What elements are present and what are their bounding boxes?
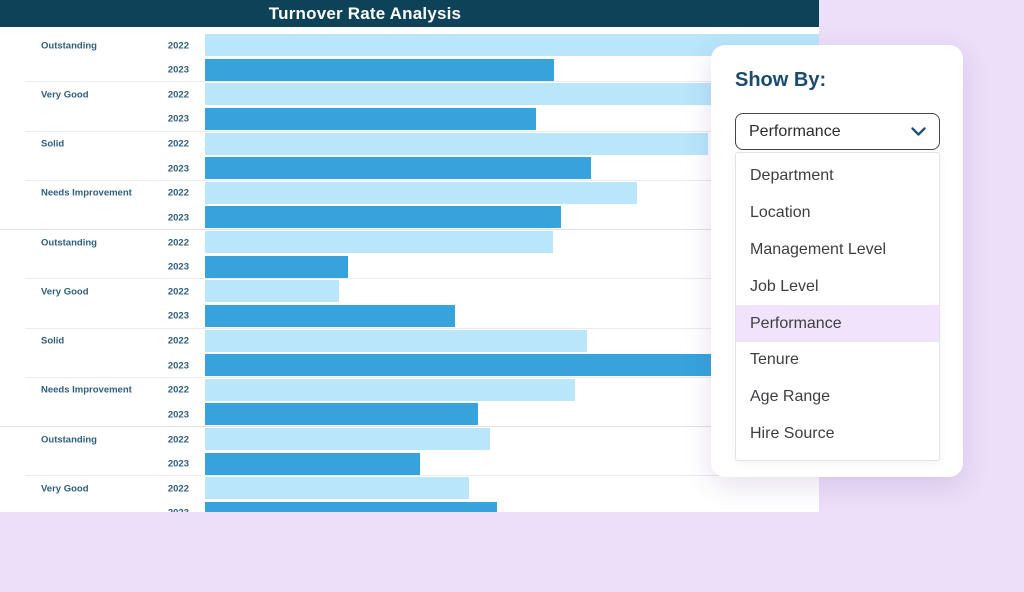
option-performance[interactable]: Performance — [736, 305, 939, 342]
year-label: 2023 — [138, 508, 189, 512]
performance-label: Very Good — [41, 483, 89, 495]
show-by-label: Show By: — [735, 69, 827, 91]
bar-2023[interactable] — [205, 255, 348, 278]
row-separator — [25, 179, 819, 181]
year-label: 2023 — [167, 261, 189, 273]
chart-row: Solid 2022 — [0, 132, 819, 157]
year-label: 2023 — [167, 310, 189, 322]
chart-row: Outstanding 2022 — [0, 427, 819, 452]
year-label: 2023 — [167, 113, 189, 125]
chart-row: 2023 — [0, 205, 819, 230]
bar-2022[interactable] — [205, 428, 490, 451]
chart-row: Outstanding 2022 — [0, 33, 819, 58]
bar-2023[interactable] — [205, 58, 554, 81]
year-label: 2022 — [167, 335, 189, 347]
option-department[interactable]: Department — [750, 167, 834, 185]
bar-2023[interactable] — [205, 501, 497, 512]
chart-header: Turnover Rate Analysis — [0, 0, 819, 27]
bar-2023[interactable] — [205, 157, 591, 180]
bar-2022[interactable] — [205, 83, 819, 106]
chart-title: Turnover Rate Analysis — [268, 4, 462, 23]
row-separator — [25, 278, 819, 280]
chart-row: Outstanding 2022 — [0, 230, 819, 255]
year-label: 2022 — [167, 237, 189, 249]
show-by-select[interactable]: Performance — [735, 113, 940, 150]
year-label: 2022 — [167, 384, 189, 396]
option-tenure[interactable]: Tenure — [750, 351, 799, 369]
bar-2022[interactable] — [205, 34, 819, 56]
chart-plot-area: Outstanding 2022 2023 Very Good 2022 2023 Soli… — [0, 27, 819, 512]
chart-row: 2023 — [0, 353, 819, 378]
performance-label: Solid — [41, 138, 65, 150]
row-separator — [25, 376, 819, 378]
group-separator — [0, 426, 819, 428]
bar-2023[interactable] — [205, 354, 819, 377]
chart-row: Needs Improvement 2022 — [0, 181, 819, 206]
chart-row: 2023 — [0, 156, 819, 181]
bar-2022[interactable] — [205, 329, 587, 352]
chart-row: 2023 — [0, 107, 819, 132]
bar-2023[interactable] — [205, 452, 420, 475]
chart-row: 2023 — [0, 402, 819, 427]
show-by-options-list: Department Location Management Level Job Le… — [735, 152, 940, 461]
bar-2022[interactable] — [205, 378, 575, 401]
option-age-range[interactable]: Age Range — [750, 388, 831, 406]
chevron-down-icon — [911, 127, 926, 136]
performance-label: Solid — [41, 335, 65, 347]
show-by-panel: Show By: Performance Department Location M… — [711, 45, 963, 477]
performance-label: Outstanding — [41, 40, 97, 51]
option-management-level[interactable]: Management Level — [750, 240, 887, 258]
year-label: 2023 — [167, 458, 189, 470]
year-label: 2023 — [167, 212, 189, 224]
year-label: 2023 — [167, 64, 189, 76]
option-hire-source[interactable]: Hire Source — [750, 424, 835, 442]
performance-label: Needs Improvement — [41, 187, 132, 199]
year-label: 2022 — [167, 187, 189, 199]
performance-label: Needs Improvement — [41, 384, 132, 396]
row-separator — [25, 327, 819, 329]
performance-label: Very Good — [41, 89, 89, 101]
bar-2023[interactable] — [205, 107, 536, 130]
option-job-level[interactable]: Job Level — [750, 277, 819, 295]
option-location[interactable]: Location — [750, 204, 811, 222]
bar-2022[interactable] — [205, 231, 553, 254]
bar-2022[interactable] — [205, 477, 469, 500]
bar-2022[interactable] — [205, 181, 637, 204]
chart-row: Very Good 2022 — [0, 476, 819, 501]
chart-row: Needs Improvement 2022 — [0, 378, 819, 403]
chart-row: 2023 — [0, 58, 819, 83]
chart-row: Very Good 2022 — [0, 82, 819, 107]
chart-row: 2023 — [0, 304, 819, 329]
year-label: 2022 — [167, 286, 189, 298]
turnover-chart-card: Turnover Rate Analysis Outstanding 2022 20… — [0, 0, 819, 512]
chart-row: 2023 — [0, 255, 819, 280]
year-label: 2023 — [167, 163, 189, 175]
performance-label: Outstanding — [41, 237, 97, 249]
bar-2023[interactable] — [205, 206, 561, 229]
chart-row: 2023 — [0, 501, 819, 512]
show-by-select-value: Performance — [749, 122, 841, 140]
year-label: 2022 — [167, 89, 189, 101]
bar-2023[interactable] — [205, 403, 478, 426]
chart-row: Solid 2022 — [0, 329, 819, 354]
performance-label: Outstanding — [41, 434, 97, 446]
bar-2023[interactable] — [205, 304, 455, 327]
row-separator — [25, 81, 819, 83]
row-separator — [25, 475, 819, 477]
group-separator — [0, 229, 819, 231]
year-label: 2022 — [167, 40, 189, 51]
year-label: 2022 — [167, 483, 189, 495]
year-label: 2023 — [167, 360, 189, 372]
row-separator — [25, 130, 819, 132]
performance-label: Very Good — [41, 286, 89, 298]
year-label: 2023 — [167, 409, 189, 421]
chart-row: Very Good 2022 — [0, 279, 819, 304]
year-label: 2022 — [167, 434, 189, 446]
bar-2022[interactable] — [205, 280, 339, 303]
chart-row: 2023 — [0, 452, 819, 477]
year-label: 2022 — [167, 138, 189, 150]
bar-2022[interactable] — [205, 132, 708, 155]
